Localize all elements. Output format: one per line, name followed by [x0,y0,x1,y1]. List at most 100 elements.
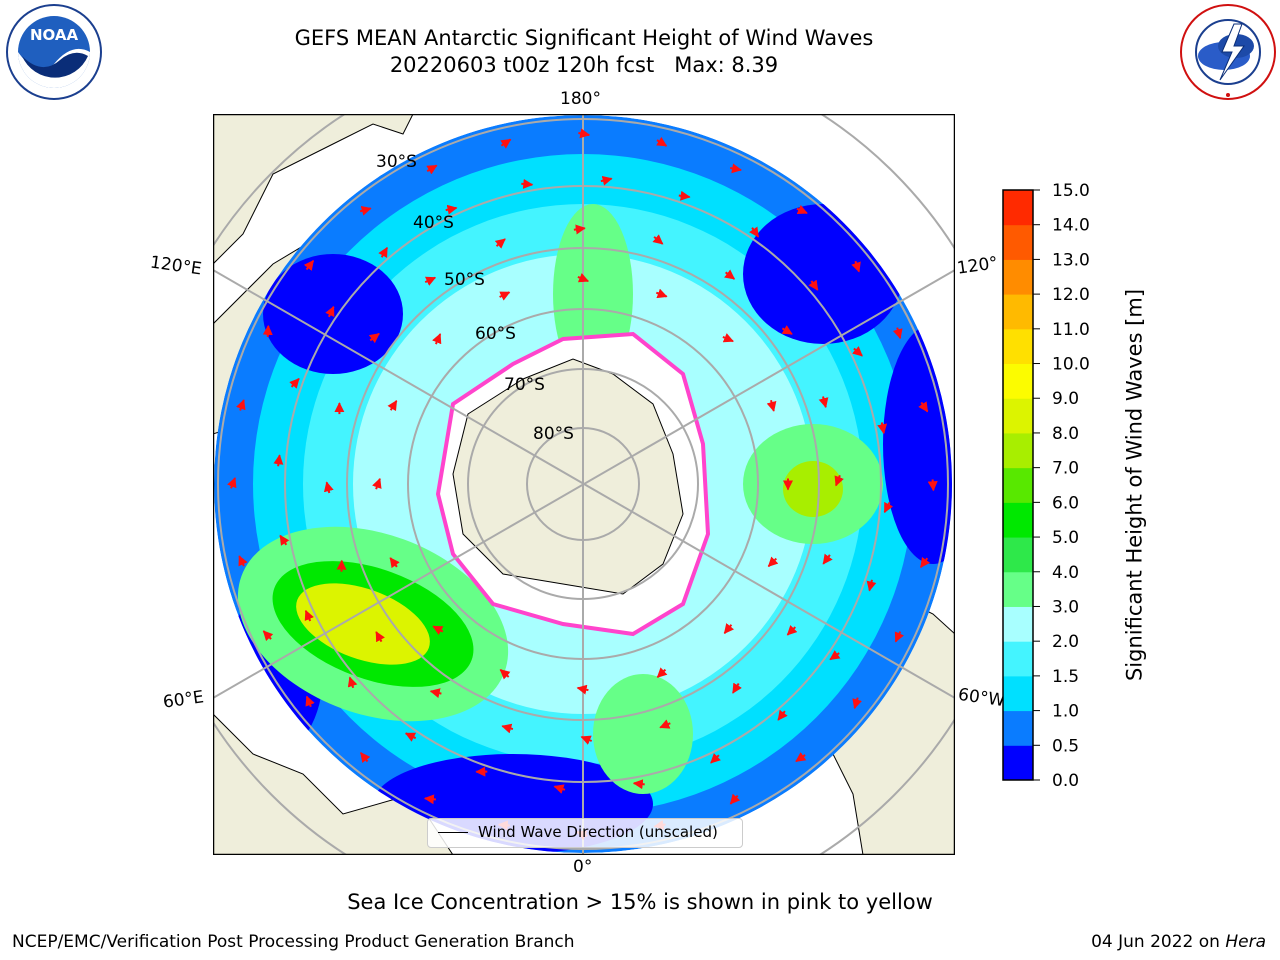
colorbar-band [1003,745,1033,781]
legend-text: Wind Wave Direction (unscaled) [478,823,718,841]
lon-label-0: 0° [573,857,593,877]
antarctica-land [452,358,684,595]
wind-wave-arrow-icon [781,325,793,335]
wind-wave-arrow-icon [892,327,903,340]
wind-wave-arrow-icon [227,477,237,489]
noaa-logo-text: NOAA [30,26,79,44]
colorbar-band [1003,606,1033,642]
wind-wave-arrow-icon [724,269,736,280]
date-text: 04 Jun 2022 on Hera [1091,932,1266,952]
wind-wave-arrows [227,128,938,840]
wind-wave-arrow-icon [445,204,458,215]
lon-label-180: 180° [560,89,601,109]
wind-wave-arrow-icon [305,695,315,708]
colorbar-band [1003,398,1033,434]
noaa-logo: NOAA [6,4,102,100]
wind-wave-arrow-icon [678,190,691,201]
wind-wave-arrow-icon [580,735,593,745]
wind-wave-arrow-icon [304,609,314,622]
wind-wave-arrow-icon [423,794,436,805]
lat-label-60s: 60°S [475,324,516,344]
wind-wave-arrow-icon [499,291,511,301]
wind-wave-arrow-icon [499,669,511,680]
wind-wave-arrow-icon [289,377,300,389]
colorbar-tick-label: 8.0 [1052,424,1079,444]
wind-wave-arrow-icon [500,138,512,149]
wind-wave-arrow-icon [576,684,589,695]
wind-wave-arrow-icon [378,246,388,258]
colorbar-tick-label: 7.0 [1052,459,1079,479]
wind-wave-arrow-icon [729,793,741,805]
wind-wave-arrow-icon [236,399,246,411]
lon-label-60e: 60°E [161,687,206,713]
wind-wave-arrow-icon [918,401,929,413]
wind-wave-arrow-icon [852,346,863,357]
colorbar-tick-label: 2.0 [1052,632,1079,652]
wind-wave-arrow-icon [424,276,437,286]
colorbar-band [1003,537,1033,573]
colorbar-tick-label: 6.0 [1052,493,1079,513]
colorbar-band [1003,641,1033,677]
wind-wave-arrow-icon [600,175,613,186]
wind-wave-arrow-icon [656,667,668,678]
colorbar-tick-label: 11.0 [1052,320,1090,340]
credit-text: NCEP/EMC/Verification Post Processing Pr… [12,932,575,952]
wind-wave-arrow-icon [325,305,335,318]
wind-wave-arrow-icon [732,682,742,694]
colorbar: 0.0 0.5 1.0 1.5 2.0 3.0 4.0 5.0 6.0 7.0 8.0 9.0 10.0… [1002,181,1090,791]
colorbar-tick-label: 4.0 [1052,563,1079,583]
lon-label-120e: 120°E [148,252,203,280]
colorbar-band [1003,363,1033,399]
colorbar-band [1003,467,1033,503]
wind-wave-arrow-icon [723,623,735,634]
wind-wave-arrow-icon [632,779,645,790]
wind-wave-arrow-icon [877,422,888,435]
wind-wave-arrow-icon [573,224,586,235]
sea-ice-caption: Sea Ice Concentration > 15% is shown in … [347,890,933,914]
wind-wave-arrow-icon [919,556,931,569]
polar-map [213,114,955,855]
date-value: 04 Jun 2022 on [1091,932,1220,952]
wind-wave-arrow-icon [262,630,274,642]
wind-wave-arrow-icon [404,732,417,742]
colorbar-tick-label: 3.0 [1052,597,1079,617]
colorbar-tick-label: 12.0 [1052,285,1090,305]
colorbar-tick-label: 0.5 [1052,736,1079,756]
chart-subtitle: 20220603 t00z 120h fcst Max: 8.39 [389,53,779,77]
wind-wave-arrow-icon [432,625,444,636]
wind-wave-arrow-icon [894,631,904,643]
wind-wave-arrow-icon [834,474,844,487]
host-name: Hera [1225,932,1266,952]
wind-wave-arrow-icon [360,752,371,763]
wind-wave-arrow-icon [578,128,591,139]
wind-wave-arrow-icon [359,205,372,216]
wind-wave-arrow-icon [273,454,284,467]
colorbar-tick-label: 15.0 [1052,181,1090,201]
wind-wave-arrow-icon [429,688,442,699]
colorbar-label: Significant Height of Wind Waves [m] [1095,185,1175,785]
colorbar-band [1003,502,1033,538]
colorbar-band [1003,294,1033,330]
nws-logo [1180,4,1276,100]
wind-wave-arrow-icon [656,136,668,147]
wind-wave-arrow-icon [652,234,664,245]
wind-wave-arrow-icon [262,324,273,337]
wind-wave-arrow-icon [389,557,400,569]
lat-label-80s: 80°S [533,424,574,444]
wind-wave-arrow-icon [375,631,385,643]
wind-wave-arrow-icon [829,650,841,661]
chart-title: GEFS MEAN Antarctic Significant Height o… [294,26,874,50]
colorbar-band [1003,710,1033,746]
colorbar-band [1003,571,1033,607]
legend-line-icon [438,832,468,833]
wind-wave-arrow-icon [818,396,829,409]
wind-wave-arrow-icon [795,752,807,763]
graticule [213,114,955,855]
wind-wave-arrow-icon [577,273,590,283]
wind-wave-arrow-icon [852,697,862,710]
lat-label-40s: 40°S [413,213,454,233]
colorbar-tick-label: 1.0 [1052,702,1079,722]
wind-wave-arrow-icon [822,553,833,565]
colorbar-tick-label: 9.0 [1052,389,1079,409]
lat-label-30s: 30°S [376,152,417,172]
